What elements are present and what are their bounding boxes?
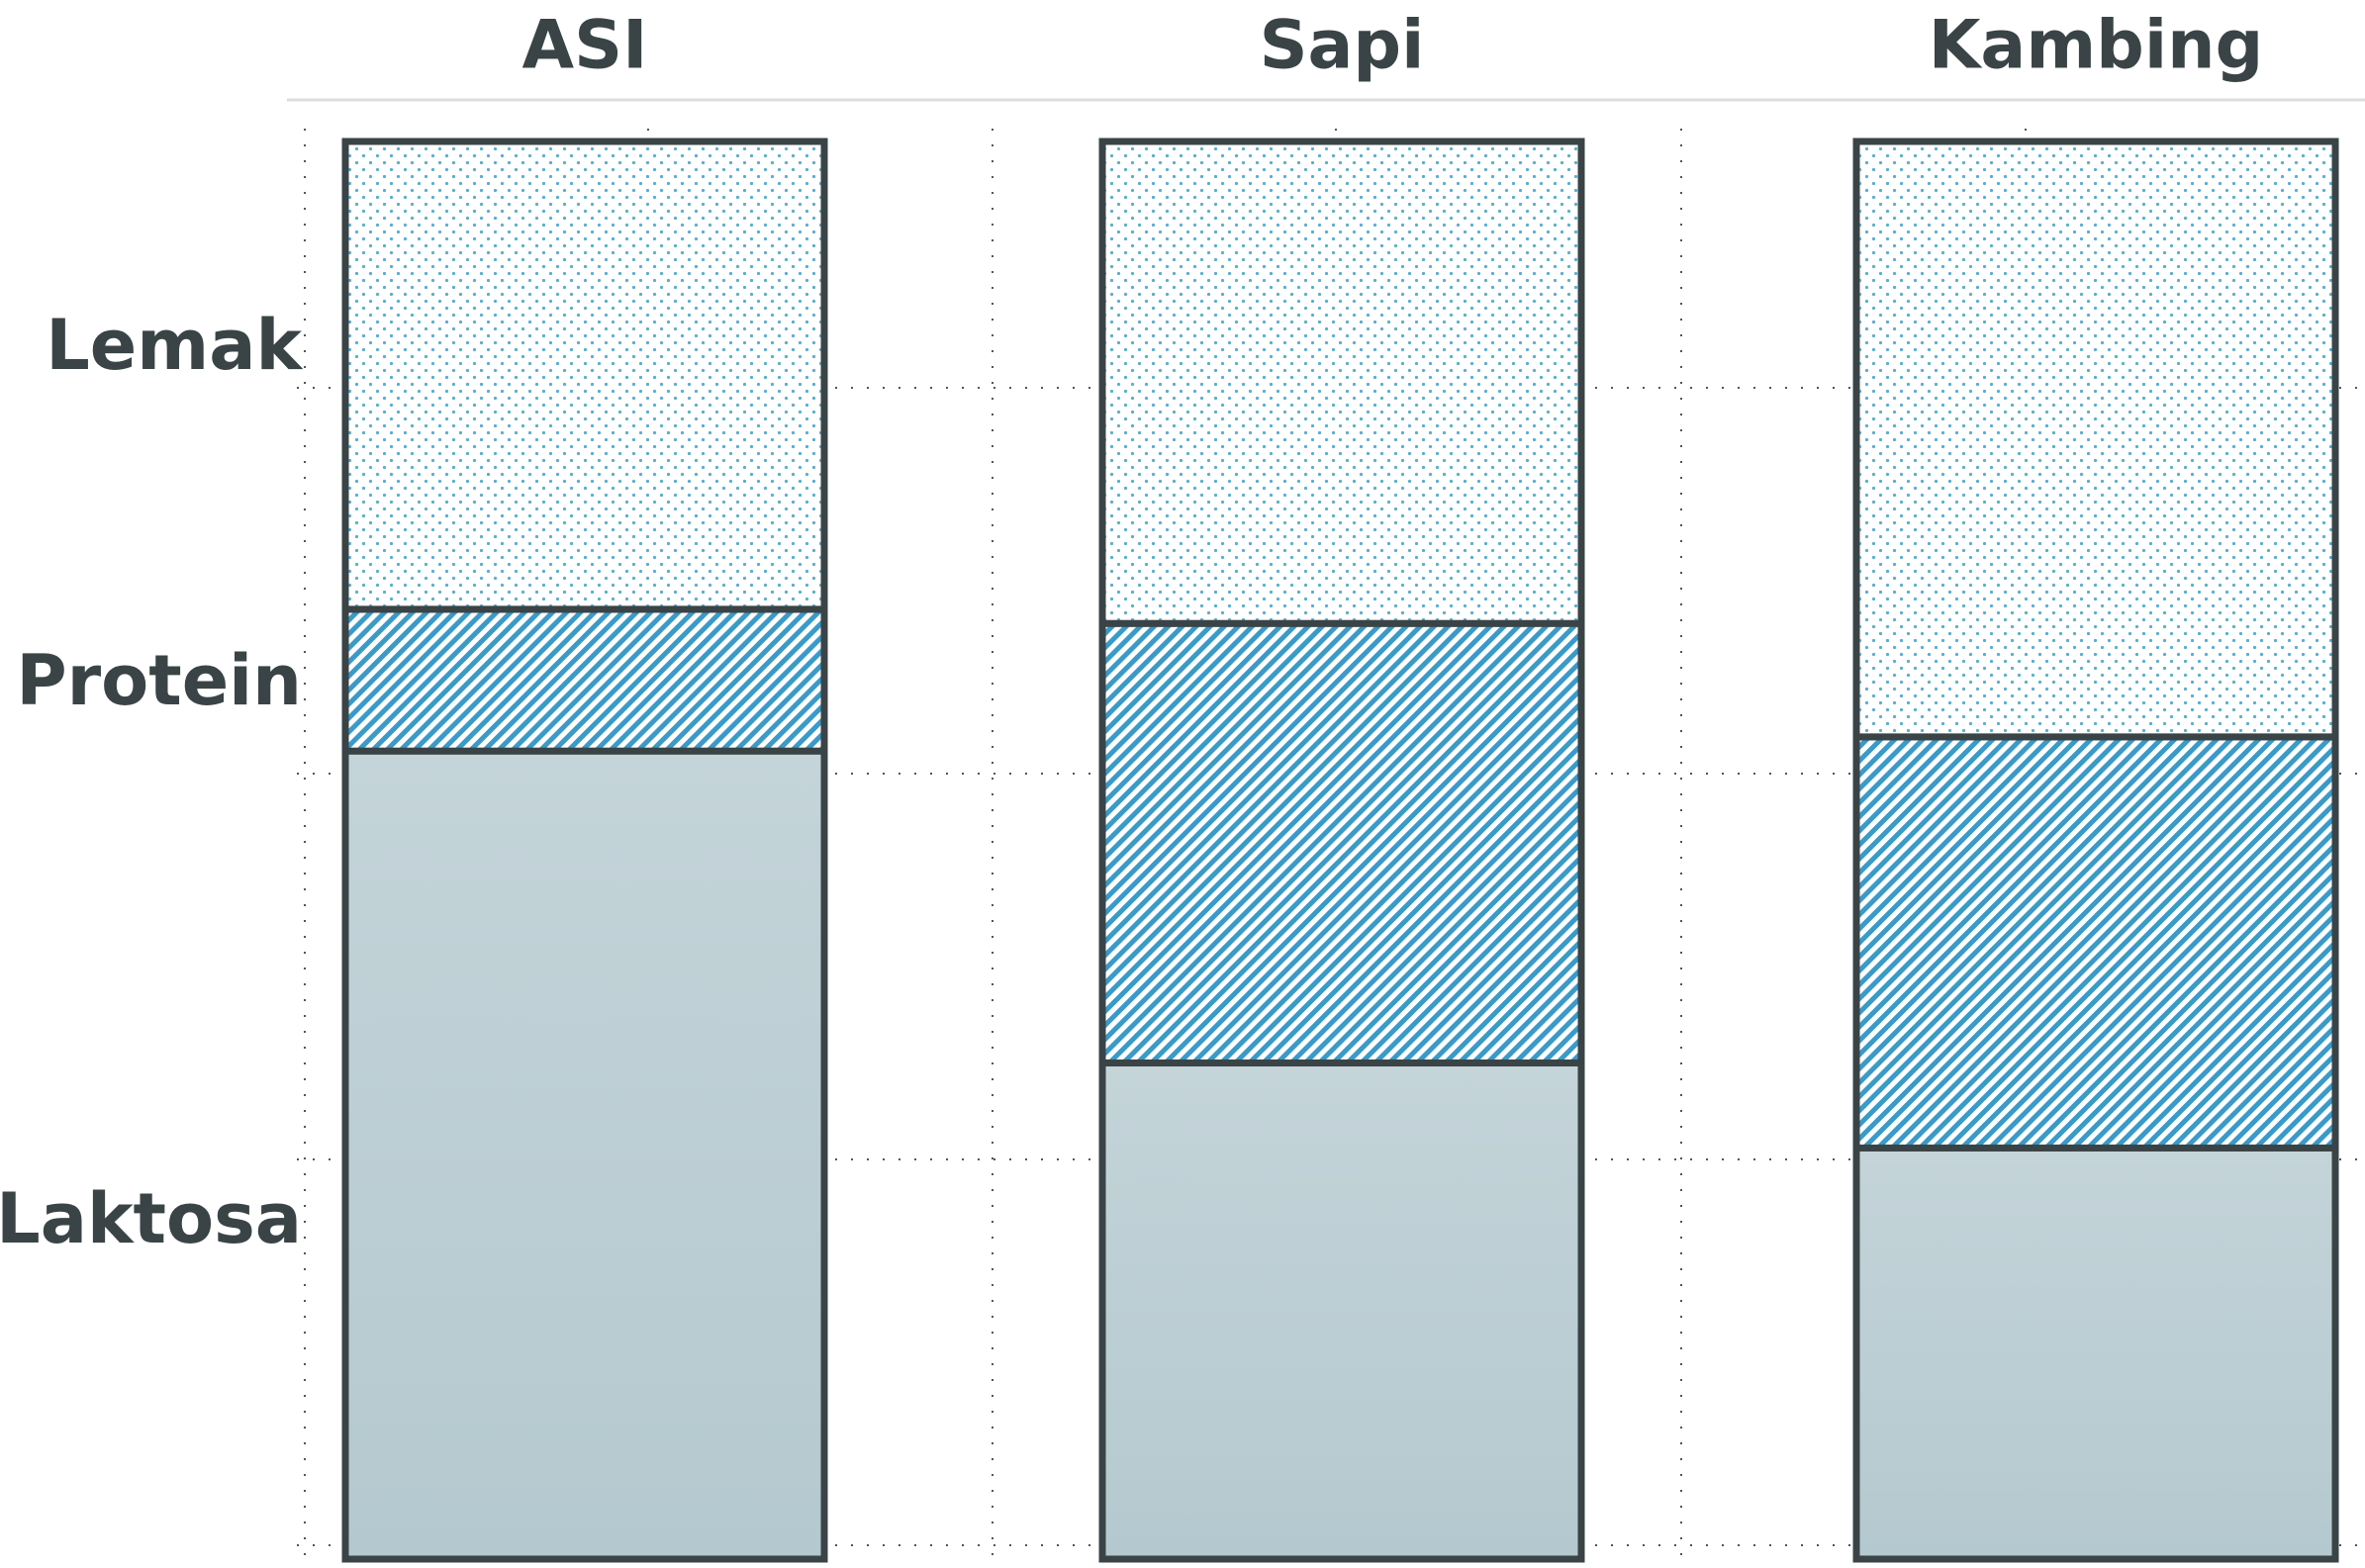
legend-label: Lemak xyxy=(46,305,303,386)
column-header: Kambing xyxy=(1929,7,2264,85)
bar-segment xyxy=(1098,619,1585,1066)
bar-segment xyxy=(1098,1059,1585,1563)
bar-segment xyxy=(1852,138,2339,741)
column-header: ASI xyxy=(522,7,648,85)
legend-label: Laktosa xyxy=(0,1178,302,1259)
column-header: Sapi xyxy=(1260,7,1425,85)
bar-segment xyxy=(1852,1144,2339,1563)
bar-segment xyxy=(1852,733,2339,1152)
bar-segment xyxy=(341,747,828,1563)
bar-segment xyxy=(341,605,828,755)
legend-label: Protein xyxy=(16,640,302,721)
bar-segment xyxy=(1098,138,1585,627)
bar-segment xyxy=(341,138,828,613)
